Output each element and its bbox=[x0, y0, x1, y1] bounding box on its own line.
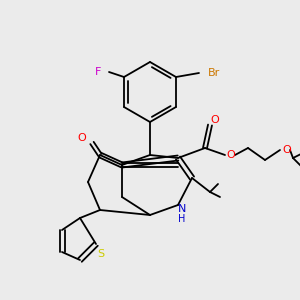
Text: O: O bbox=[283, 145, 291, 155]
Text: F: F bbox=[95, 67, 101, 77]
Text: O: O bbox=[78, 133, 86, 143]
Text: Br: Br bbox=[208, 68, 220, 78]
Text: O: O bbox=[226, 150, 236, 160]
Text: S: S bbox=[98, 249, 105, 259]
Text: O: O bbox=[211, 115, 219, 125]
Text: H: H bbox=[178, 214, 186, 224]
Text: N: N bbox=[178, 204, 186, 214]
